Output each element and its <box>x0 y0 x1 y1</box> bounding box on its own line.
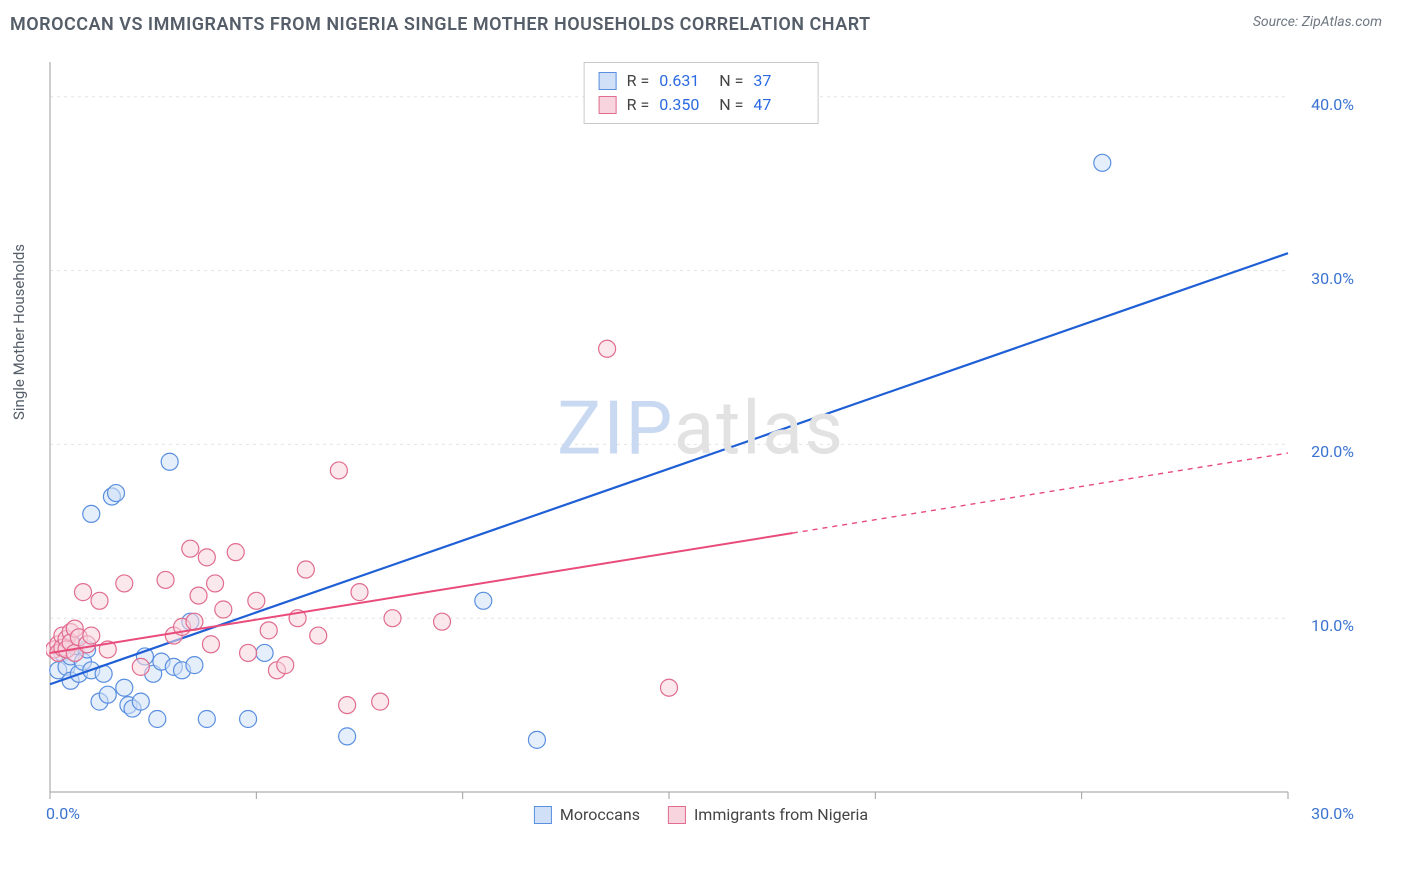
r-value-nigeria: 0.350 <box>659 93 709 117</box>
y-tick-label: 10.0% <box>1311 616 1354 635</box>
y-axis-label: Single Mother Households <box>10 244 28 420</box>
source-label: Source: ZipAtlas.com <box>1253 14 1382 30</box>
legend-label-nigeria: Immigrants from Nigeria <box>694 805 868 824</box>
y-tick-label: 20.0% <box>1311 442 1354 461</box>
swatch-blue <box>599 72 617 90</box>
y-tick-label: 30.0% <box>1311 269 1354 288</box>
swatch-pink <box>668 806 686 824</box>
scatter-chart-svg <box>46 58 1356 830</box>
legend-item-moroccans: Moroccans <box>534 805 640 824</box>
header: MOROCCAN VS IMMIGRANTS FROM NIGERIA SING… <box>0 0 1406 43</box>
legend-label-moroccans: Moroccans <box>560 805 640 824</box>
stats-legend: R = 0.631 N = 37 R = 0.350 N = 47 <box>584 62 819 124</box>
n-value-nigeria: 47 <box>753 93 803 117</box>
r-value-moroccans: 0.631 <box>659 69 709 93</box>
swatch-pink <box>599 96 617 114</box>
bottom-legend: Moroccans Immigrants from Nigeria <box>534 805 868 824</box>
r-label: R = <box>627 93 650 117</box>
swatch-blue <box>534 806 552 824</box>
chart-area: ZIPatlas R = 0.631 N = 37 R = 0.350 N = … <box>46 58 1356 830</box>
stats-row-nigeria: R = 0.350 N = 47 <box>599 93 804 117</box>
r-label: R = <box>627 69 650 93</box>
chart-title: MOROCCAN VS IMMIGRANTS FROM NIGERIA SING… <box>10 14 871 35</box>
x-tick-label: 0.0% <box>46 804 80 823</box>
x-tick-label: 30.0% <box>1311 804 1354 823</box>
y-tick-label: 40.0% <box>1311 95 1354 114</box>
n-label: N = <box>719 69 743 93</box>
stats-row-moroccans: R = 0.631 N = 37 <box>599 69 804 93</box>
n-label: N = <box>719 93 743 117</box>
legend-item-nigeria: Immigrants from Nigeria <box>668 805 868 824</box>
n-value-moroccans: 37 <box>753 69 803 93</box>
